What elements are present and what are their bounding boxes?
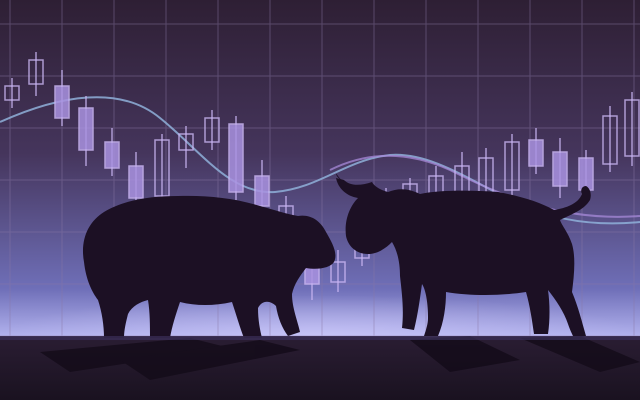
candlestick-body — [178, 133, 194, 151]
candlestick-body — [154, 139, 170, 197]
bull-silhouette — [336, 173, 591, 338]
floor-edge — [0, 336, 640, 340]
candlestick-body — [78, 107, 94, 151]
candlestick-body — [528, 139, 544, 167]
candlestick-body — [602, 115, 618, 165]
bear-body — [82, 195, 336, 338]
candlestick-body — [624, 99, 640, 157]
ground-shadows — [40, 336, 640, 380]
candlestick-body — [330, 261, 346, 283]
candlestick-body — [54, 85, 70, 119]
candlestick-body — [228, 123, 244, 193]
candlestick-body — [128, 165, 144, 199]
candlestick-body — [4, 85, 20, 101]
bull-body — [336, 178, 591, 338]
candlestick-body — [28, 59, 44, 85]
candlestick-body — [254, 175, 270, 207]
candlestick-body — [204, 117, 220, 143]
candlestick-body — [104, 141, 120, 169]
candlestick-body — [504, 141, 520, 191]
bear-silhouette — [82, 195, 336, 338]
candlestick-body — [578, 157, 594, 191]
candlestick-body — [552, 151, 568, 187]
